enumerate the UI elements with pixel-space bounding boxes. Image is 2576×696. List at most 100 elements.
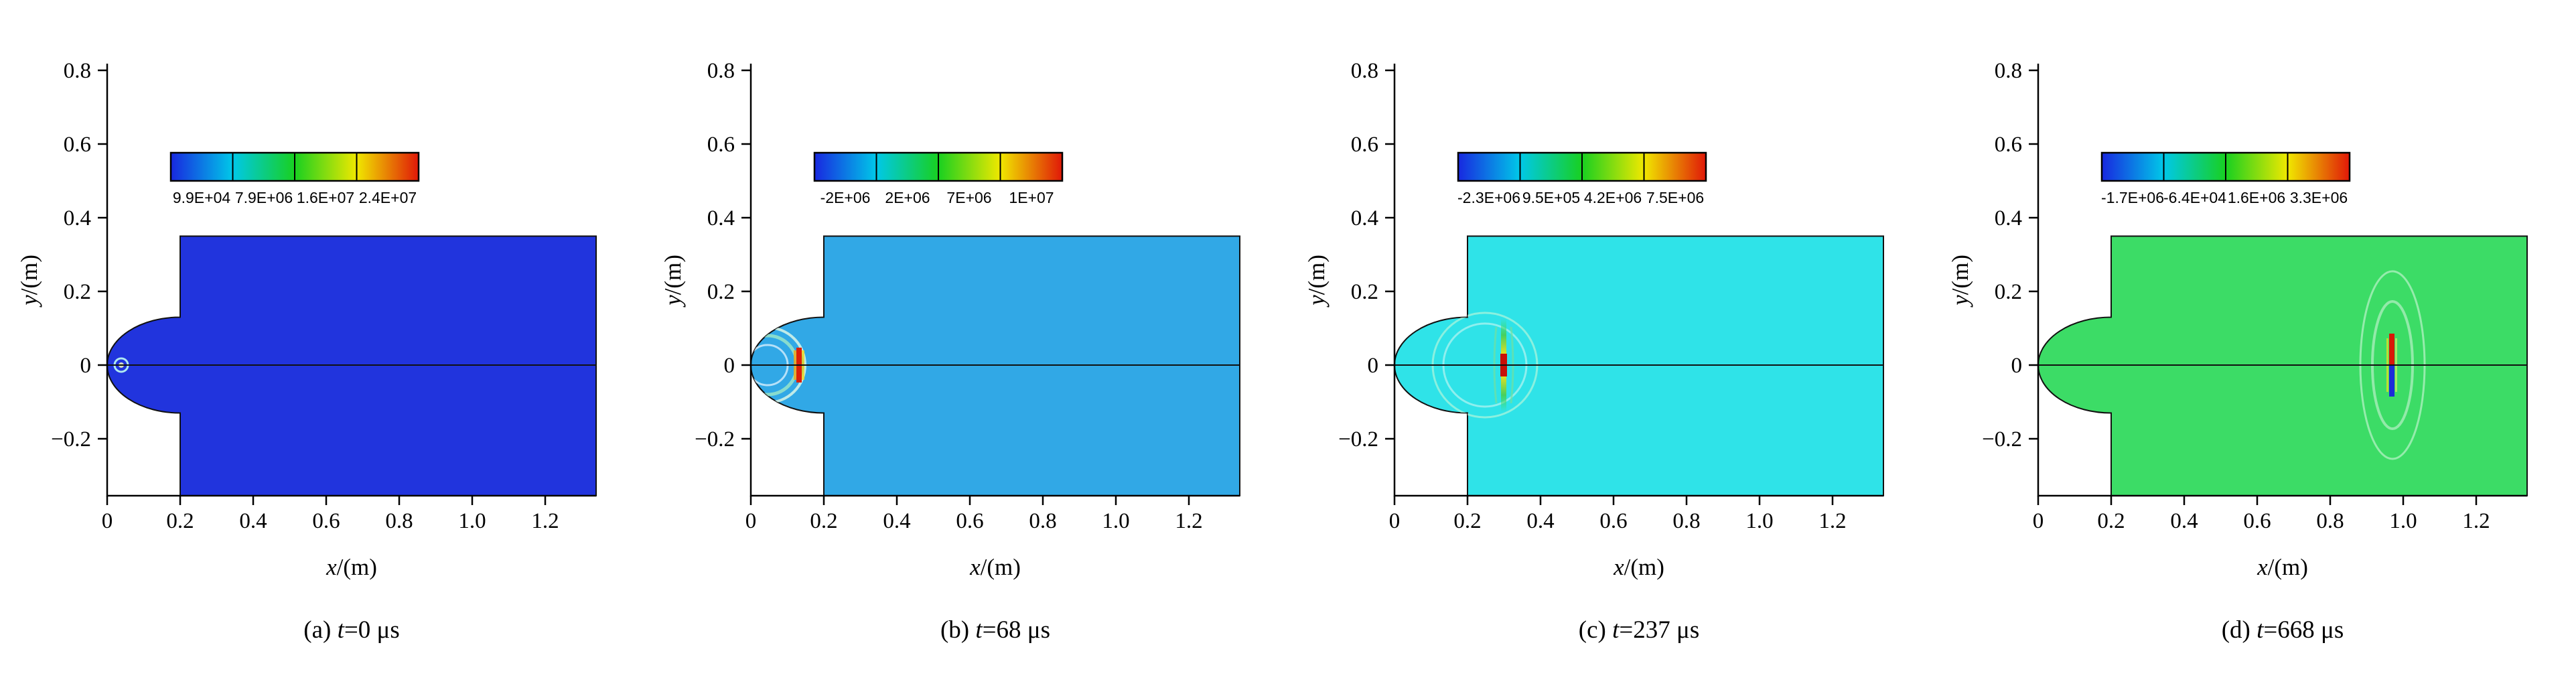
- x-axis-title: x/(m): [2257, 554, 2308, 580]
- colorbar-tick-label: 1.6E+06: [2228, 189, 2285, 206]
- x-axis-title: x/(m): [1613, 554, 1664, 580]
- x-tick-label: 1.0: [1102, 509, 1129, 533]
- y-tick-label: 0.6: [707, 133, 735, 157]
- x-tick-label: 0: [1389, 509, 1401, 533]
- caption: (a) t=0 μs: [303, 616, 399, 644]
- x-tick-label: 0.8: [2316, 509, 2344, 533]
- y-tick-label: 0.6: [1995, 133, 2022, 157]
- y-tick-label: 0.2: [1351, 280, 1378, 304]
- y-tick-label: −0.2: [51, 427, 91, 451]
- colorbar: -2.3E+06 9.5E+05 4.2E+06 7.5E+06: [1457, 151, 1707, 206]
- colorbar-tick-label: -6.4E+04: [2163, 189, 2226, 206]
- colorbar-tick-label: 7.5E+06: [1646, 189, 1704, 206]
- y-axis-title: y/(m): [660, 255, 686, 307]
- x-tick-label: 1.2: [1818, 509, 1846, 533]
- x-tick-label: 0.8: [1672, 509, 1700, 533]
- colorbar-tick-label: 3.3E+06: [2290, 189, 2348, 206]
- domain-shape: [1394, 235, 1884, 496]
- x-tick-label: 0.4: [239, 509, 267, 533]
- x-tick-label: 0: [2033, 509, 2044, 533]
- x-tick-label: 0: [102, 509, 113, 533]
- x-axis-ticks: [1393, 496, 1834, 505]
- y-tick-label: 0: [80, 354, 92, 378]
- x-tick-label: 0.6: [312, 509, 340, 533]
- y-tick-label: 0.4: [64, 206, 91, 230]
- y-tick-label: 0.8: [1351, 59, 1378, 83]
- y-tick-label: 0.8: [64, 59, 91, 83]
- x-tick-label: 1.0: [2389, 509, 2417, 533]
- colorbar-tick-label: 1.6E+07: [297, 189, 354, 206]
- y-tick-label: 0.6: [1351, 133, 1378, 157]
- x-tick-label: 0.8: [1029, 509, 1056, 533]
- panel-a: 0.8 0.6 0.4 0.2 0 −0.2 0 0.2 0.4 0.6 0.8…: [0, 0, 644, 696]
- colorbar-tick-label: -1.7E+06: [2101, 189, 2164, 206]
- x-tick-label: 0.8: [385, 509, 413, 533]
- x-axis-title: x/(m): [969, 554, 1021, 580]
- plot-b: 0.8 0.6 0.4 0.2 0 −0.2 0 0.2 0.4 0.6 0.8…: [660, 59, 1240, 644]
- colorbar-tick-label: 1E+07: [1009, 189, 1054, 206]
- x-axis-ticks: [749, 496, 1190, 505]
- caption: (d) t=668 μs: [2222, 616, 2344, 644]
- x-tick-label: 0.4: [2170, 509, 2198, 533]
- panel-b: 0.8 0.6 0.4 0.2 0 −0.2 0 0.2 0.4 0.6 0.8…: [644, 0, 1287, 696]
- x-tick-label: 1.0: [1745, 509, 1773, 533]
- colorbar: -1.7E+06 -6.4E+04 1.6E+06 3.3E+06: [2100, 151, 2351, 206]
- plot-a: 0.8 0.6 0.4 0.2 0 −0.2 0 0.2 0.4 0.6 0.8…: [16, 59, 597, 644]
- colorbar-tick-label: 4.2E+06: [1584, 189, 1642, 206]
- y-axis-title: y/(m): [16, 255, 42, 307]
- y-tick-label: −0.2: [1338, 427, 1378, 451]
- y-tick-label: 0.4: [707, 206, 735, 230]
- y-tick-label: 0: [1368, 354, 1379, 378]
- x-tick-label: 0.6: [2243, 509, 2271, 533]
- x-axis-ticks: [106, 496, 547, 505]
- domain-shape: [106, 235, 597, 496]
- colorbar-tick-label: 2E+06: [885, 189, 930, 206]
- y-axis-ticks: [98, 69, 107, 440]
- y-tick-label: 0.4: [1995, 206, 2022, 230]
- colorbar-tick-label: 7E+06: [946, 189, 991, 206]
- x-axis-ticks: [2037, 496, 2478, 505]
- y-tick-label: 0: [2011, 354, 2023, 378]
- x-tick-label: 0.4: [883, 509, 910, 533]
- colorbar-tick-label: -2E+06: [820, 189, 871, 206]
- colorbar-tick-label: 9.5E+05: [1522, 189, 1580, 206]
- y-tick-label: −0.2: [1982, 427, 2022, 451]
- x-tick-label: 0.4: [1526, 509, 1554, 533]
- x-tick-label: 1.0: [458, 509, 486, 533]
- y-tick-label: 0.8: [707, 59, 735, 83]
- x-tick-label: 0.2: [810, 509, 837, 533]
- y-tick-label: 0.8: [1995, 59, 2022, 83]
- colorbar: -2E+06 2E+06 7E+06 1E+07: [813, 151, 1064, 206]
- colorbar-tick-label: 2.4E+07: [359, 189, 417, 206]
- y-axis-ticks: [2029, 69, 2038, 440]
- x-axis-title: x/(m): [326, 554, 377, 580]
- y-tick-label: 0: [724, 354, 735, 378]
- y-tick-label: −0.2: [695, 427, 735, 451]
- y-axis-ticks: [741, 69, 751, 440]
- caption: (c) t=237 μs: [1579, 616, 1699, 644]
- x-tick-label: 0.2: [2097, 509, 2125, 533]
- x-tick-label: 1.2: [531, 509, 559, 533]
- x-tick-label: 0.6: [956, 509, 983, 533]
- x-tick-label: 0: [745, 509, 757, 533]
- plot-d: 0.8 0.6 0.4 0.2 0 −0.2 0 0.2 0.4 0.6 0.8…: [1947, 59, 2528, 644]
- y-tick-label: 0.2: [1995, 280, 2022, 304]
- plot-c: 0.8 0.6 0.4 0.2 0 −0.2 0 0.2 0.4 0.6 0.8…: [1303, 59, 1884, 644]
- colorbar-tick-label: -2.3E+06: [1457, 189, 1520, 206]
- x-tick-label: 0.2: [166, 509, 194, 533]
- x-tick-label: 0.6: [1599, 509, 1627, 533]
- panel-c: 0.8 0.6 0.4 0.2 0 −0.2 0 0.2 0.4 0.6 0.8…: [1287, 0, 1931, 696]
- panel-d: 0.8 0.6 0.4 0.2 0 −0.2 0 0.2 0.4 0.6 0.8…: [1931, 0, 2575, 696]
- caption: (b) t=68 μs: [940, 616, 1050, 644]
- domain-shape: [750, 235, 1240, 496]
- x-tick-label: 1.2: [2462, 509, 2490, 533]
- y-tick-label: 0.2: [64, 280, 91, 304]
- x-tick-label: 1.2: [1175, 509, 1202, 533]
- y-tick-label: 0.2: [707, 280, 735, 304]
- y-axis-title: y/(m): [1947, 255, 1973, 307]
- x-tick-label: 0.2: [1453, 509, 1481, 533]
- y-tick-label: 0.6: [64, 133, 91, 157]
- colorbar: 9.9E+04 7.9E+06 1.6E+07 2.4E+07: [169, 151, 420, 206]
- y-axis-title: y/(m): [1303, 255, 1330, 307]
